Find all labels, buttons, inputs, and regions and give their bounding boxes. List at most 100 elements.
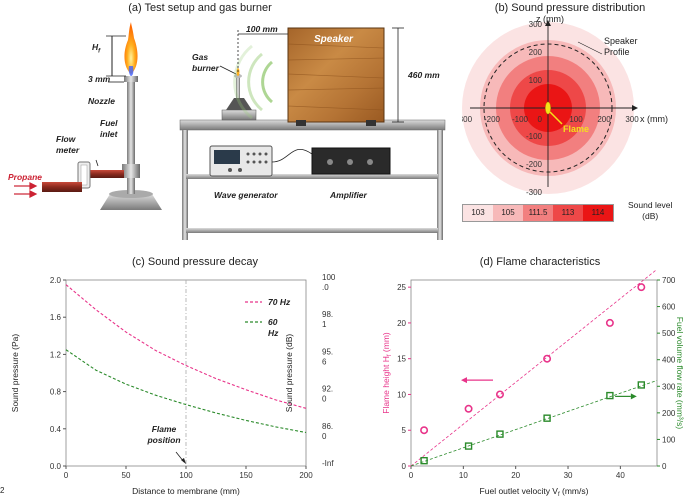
y-tick-label: 15 — [397, 355, 406, 364]
x-tick-label: 150 — [239, 471, 253, 480]
y-tick-label: 1.2 — [50, 350, 62, 359]
right-tick-label: -Inf — [322, 459, 334, 468]
flow-meter-label: Flow meter — [56, 134, 79, 156]
legend-cell: 103 — [463, 205, 493, 221]
sound-pressure-map: -300 -200 -100 100 200 300 0 300 200 100 -100 -200 -… — [462, 12, 682, 202]
y-right-tick-label: 200 — [662, 409, 676, 418]
x-axis-label: Fuel outlet velocity Vf (mm/s) — [480, 486, 589, 498]
flame-height-trend — [411, 269, 657, 466]
flame-position-label: Flame — [152, 424, 177, 434]
amplifier-label: Amplifier — [330, 190, 367, 200]
y-tick-label: 25 — [397, 283, 406, 292]
flame-height-point — [497, 391, 503, 397]
fuel-inlet-label: Fuel inlet — [100, 118, 117, 140]
flame-height-point — [421, 427, 427, 433]
y-tick-label: 0.8 — [50, 388, 62, 397]
x-tick-label: 30 — [564, 471, 573, 480]
flame-position-label: position — [146, 435, 180, 445]
y-axis-label: Flame height Hf (mm) — [381, 332, 393, 414]
x-tick-label: 100 — [179, 471, 193, 480]
right-axis-arrowhead — [631, 393, 637, 399]
x-tick-label: 20 — [511, 471, 520, 480]
y-tick-label: 0.0 — [50, 462, 62, 471]
right-tick-label: 92. — [322, 385, 333, 394]
y-right-tick-label: 500 — [662, 329, 676, 338]
right-tick-label: 0 — [322, 395, 327, 404]
x-tick-label: 300 — [625, 115, 639, 124]
x-tick-label: 0 — [409, 471, 414, 480]
hundred-mm-label: 100 mm — [246, 24, 278, 34]
y-tick-label: 2.0 — [50, 276, 62, 285]
right-tick-label: 86. — [322, 422, 333, 431]
flame-height-point — [607, 320, 613, 326]
x-tick-label: 100 — [569, 115, 583, 124]
y-tick-label: 0.4 — [50, 425, 62, 434]
flow-rate-trend — [411, 380, 657, 466]
y-axis-right-label: Fuel volume flow rate (mm³/s) — [675, 317, 685, 430]
sound-level-legend: 103 105 111.5 113 114 — [462, 204, 614, 222]
speaker-profile-label: Speaker Profile — [604, 36, 638, 58]
x-tick-label: -300 — [462, 115, 473, 124]
y-right-tick-label: 700 — [662, 276, 676, 285]
three-mm-label: 3 mm — [88, 74, 110, 84]
legend-cell: 105 — [493, 205, 523, 221]
x-tick-label: 200 — [597, 115, 611, 124]
y-tick-label: 10 — [397, 390, 406, 399]
speaker-label: Speaker — [314, 34, 353, 45]
right-tick-label: 95. — [322, 347, 333, 356]
legend-title: Sound level (dB) — [628, 200, 672, 222]
x-axis-label: x (mm) — [640, 114, 668, 124]
z-axis-label: z (mm) — [536, 14, 564, 24]
x-tick-label: -100 — [512, 115, 529, 124]
y-tick-label: 20 — [397, 319, 406, 328]
x-tick-label: 10 — [459, 471, 468, 480]
legend-label: Hz — [268, 328, 279, 338]
z-tick-label: -300 — [526, 188, 543, 197]
y-right-tick-label: 0 — [662, 462, 667, 471]
flame-height-point — [638, 284, 644, 290]
wave-generator — [210, 146, 272, 176]
y-tick-label: 5 — [402, 426, 407, 435]
amplifier — [312, 148, 390, 174]
legend-cell: 114 — [583, 205, 613, 221]
x-axis-label: Distance to membrane (mm) — [132, 486, 240, 496]
y-right-tick-label: 600 — [662, 303, 676, 312]
x-tick-label: -200 — [484, 115, 501, 124]
y-axis-right-label: Sound pressure (dB) — [284, 334, 294, 413]
wave-generator-label: Wave generator — [214, 190, 278, 200]
right-tick-label: 6 — [322, 357, 327, 366]
y-tick-label: 0 — [402, 462, 407, 471]
corner-mark: 2 — [0, 486, 4, 495]
x-tick-label: 0 — [64, 471, 69, 480]
y-right-tick-label: 400 — [662, 356, 676, 365]
panel-a-title: (a) Test setup and gas burner — [100, 2, 300, 14]
y-right-tick-label: 300 — [662, 382, 676, 391]
nozzle-label: Nozzle — [88, 96, 115, 106]
right-tick-label: .0 — [322, 283, 329, 292]
z-tick-label: 200 — [529, 48, 543, 57]
legend-label: 60 — [268, 317, 278, 327]
x-tick-label: 40 — [616, 471, 625, 480]
four-sixty-mm-label: 460 mm — [408, 70, 440, 80]
bunsen-burner — [100, 22, 162, 210]
flow-rate-point — [607, 393, 613, 399]
right-tick-label: 1 — [322, 320, 327, 329]
gas-burner-label: Gas burner — [192, 52, 219, 74]
propane-label: Propane — [8, 172, 42, 182]
flame-label: Flame — [563, 124, 589, 134]
z-tick-label: -200 — [526, 160, 543, 169]
right-tick-label: 98. — [322, 310, 333, 319]
legend-cell: 111.5 — [523, 205, 553, 221]
legend-label: 70 Hz — [268, 297, 291, 307]
hf-label: Hf — [92, 42, 100, 55]
legend-cell: 113 — [553, 205, 583, 221]
x-tick-label: 50 — [122, 471, 131, 480]
x-tick-label: 200 — [299, 471, 313, 480]
plot-frame — [411, 280, 657, 466]
z-tick-label: -100 — [526, 132, 543, 141]
y-axis-label: Sound pressure (Pa) — [10, 334, 20, 413]
right-tick-label: 100 — [322, 273, 336, 282]
right-tick-label: 0 — [322, 432, 327, 441]
flame-characteristics-chart: 0 10 20 30 400510152025010020030040050060070… — [345, 260, 685, 500]
